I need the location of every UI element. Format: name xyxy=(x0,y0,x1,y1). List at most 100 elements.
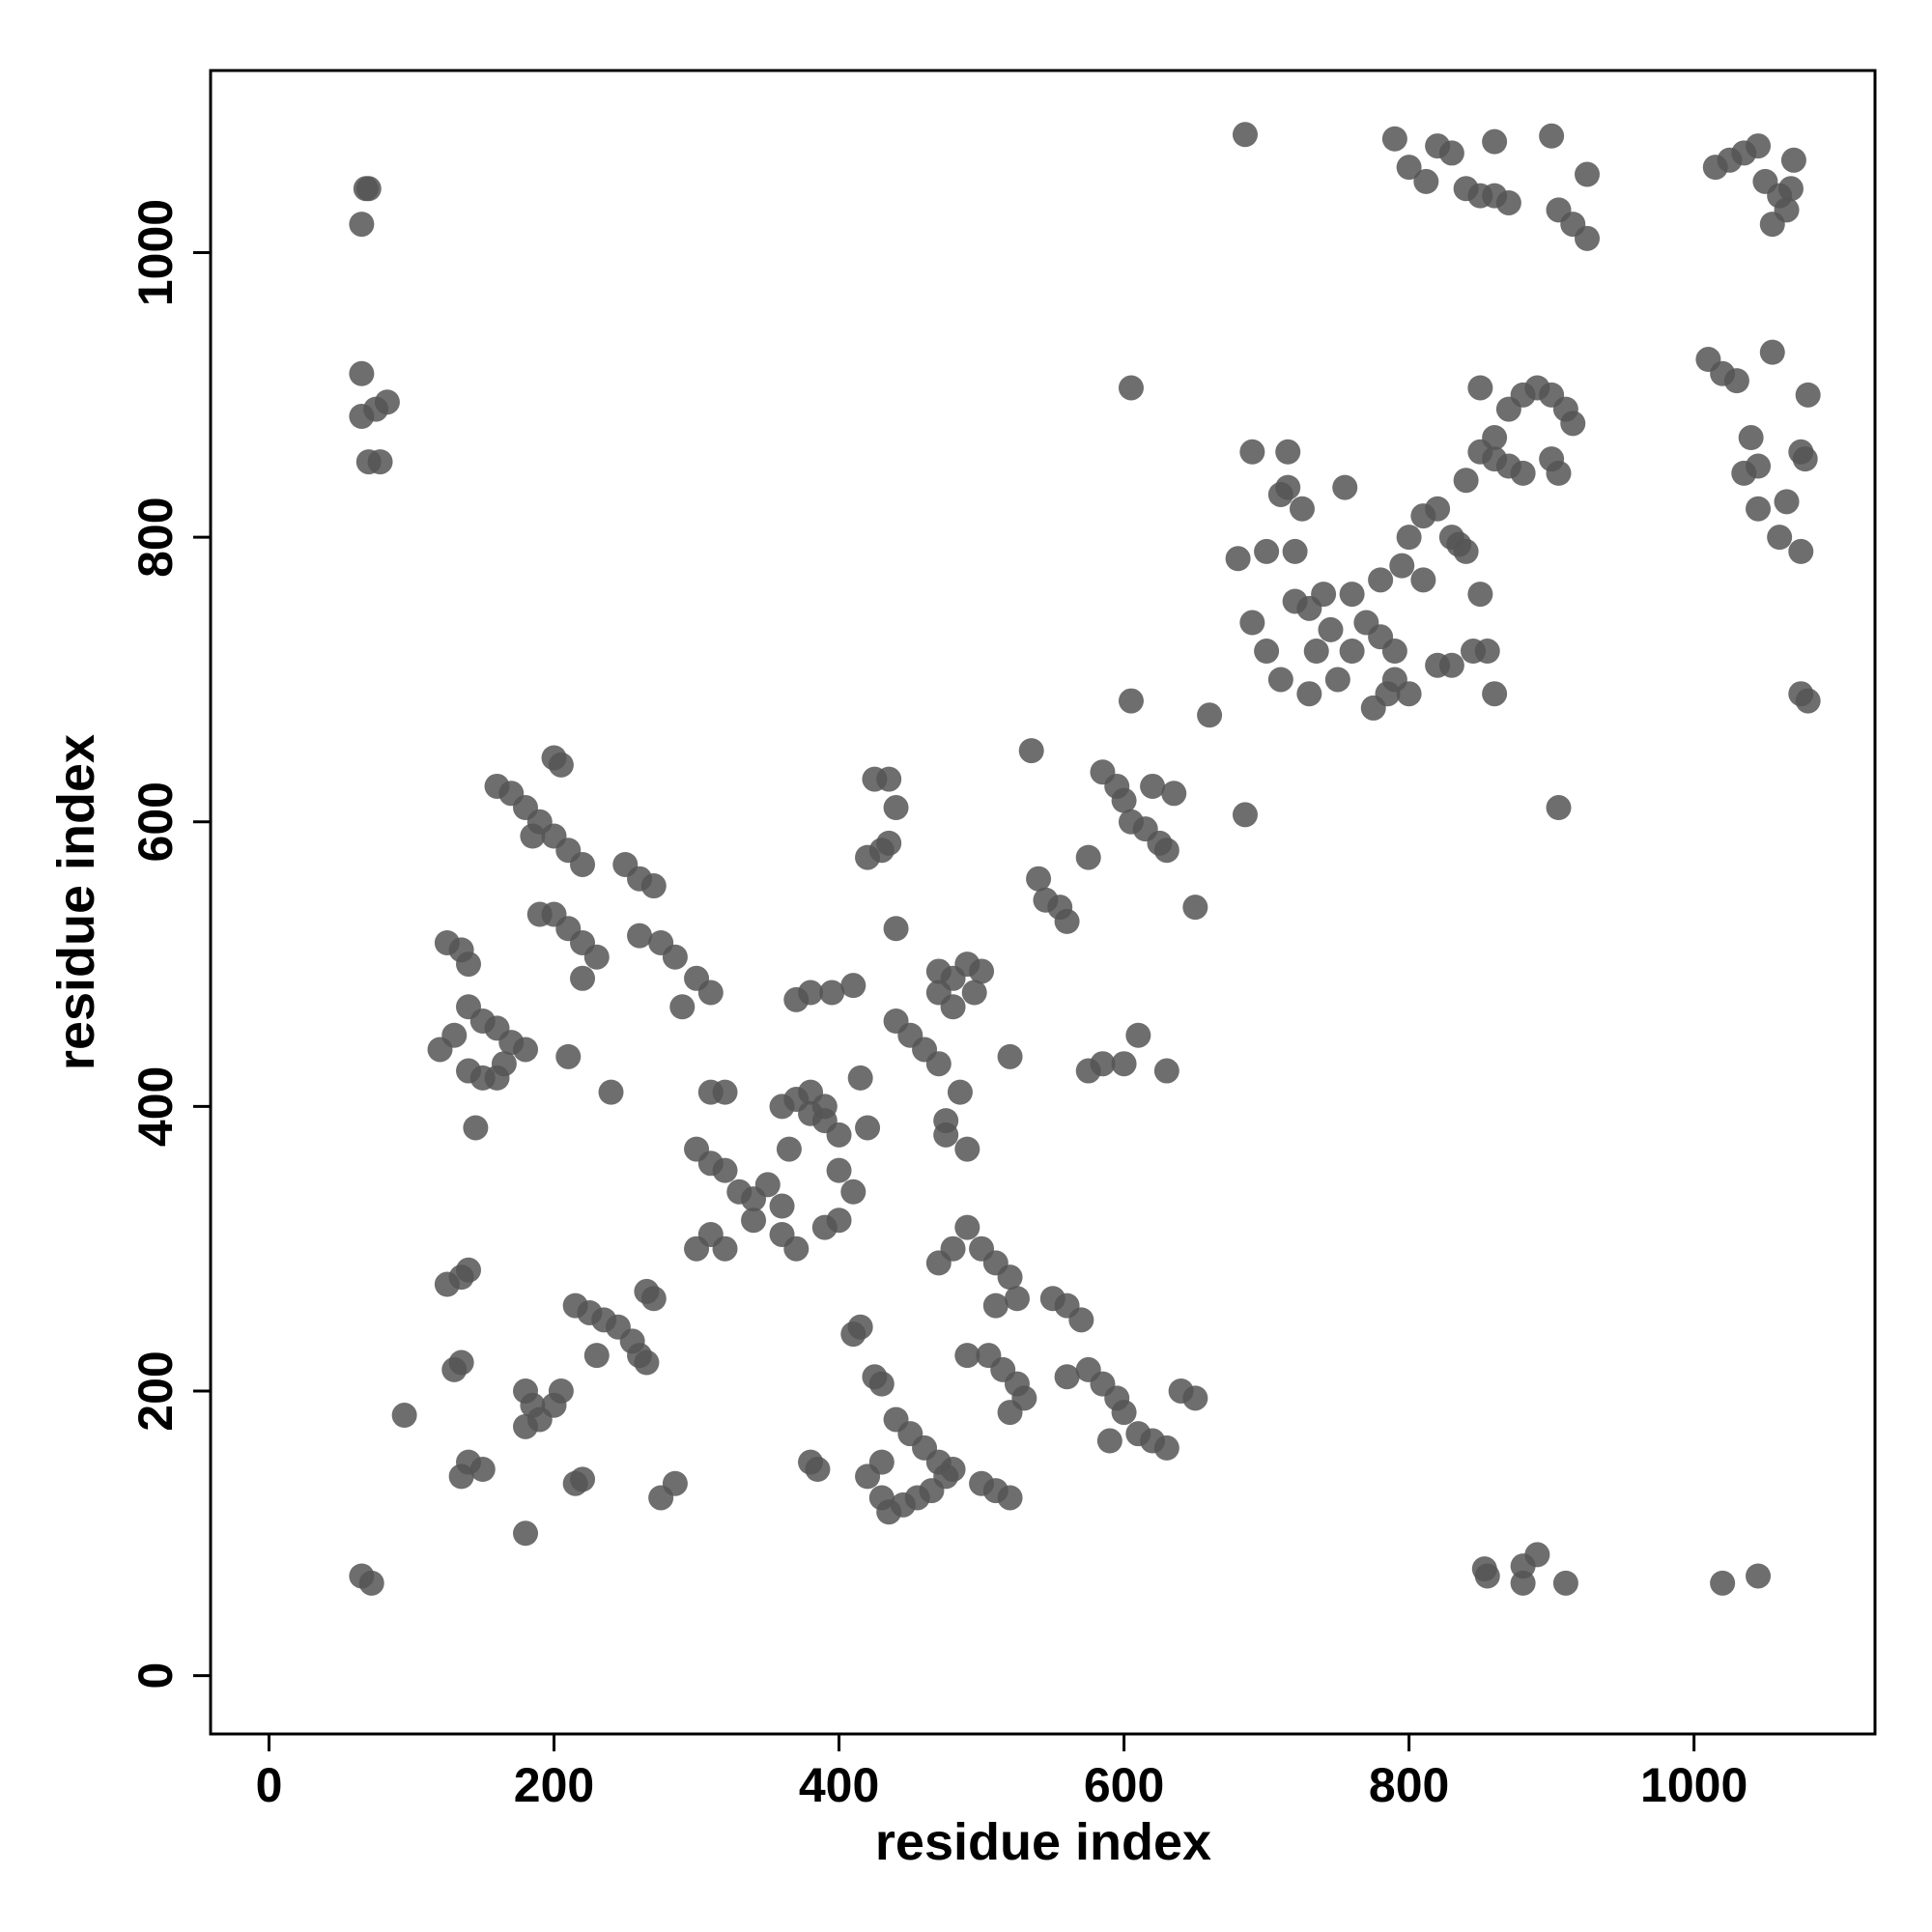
x-tick-label: 1000 xyxy=(1640,1758,1747,1812)
point xyxy=(1368,567,1394,593)
y-tick-label: 800 xyxy=(128,497,183,577)
y-tick-label: 600 xyxy=(128,781,183,862)
point xyxy=(1381,126,1407,152)
point xyxy=(997,1264,1023,1291)
point xyxy=(1425,496,1451,522)
point xyxy=(1324,667,1350,693)
point xyxy=(1054,1364,1080,1390)
point xyxy=(349,360,375,386)
point xyxy=(391,1403,417,1429)
point xyxy=(1296,681,1322,707)
point xyxy=(1575,225,1601,251)
point xyxy=(1026,866,1052,892)
y-tick-label: 0 xyxy=(128,1662,183,1690)
point xyxy=(876,766,902,792)
point xyxy=(982,1293,1009,1319)
point xyxy=(997,1485,1023,1511)
point xyxy=(1232,802,1258,828)
point xyxy=(640,1286,667,1312)
point xyxy=(598,1079,624,1105)
plot-frame xyxy=(209,69,1877,1736)
point xyxy=(627,923,653,949)
point xyxy=(570,1466,596,1492)
point xyxy=(1339,582,1365,608)
point xyxy=(1068,1307,1094,1333)
point xyxy=(776,1136,802,1162)
point xyxy=(548,752,574,778)
point xyxy=(662,944,688,970)
point xyxy=(1482,446,1508,472)
point xyxy=(1474,639,1500,665)
point xyxy=(1090,1051,1116,1077)
point xyxy=(954,1343,980,1369)
point xyxy=(1738,425,1764,451)
point xyxy=(1510,460,1536,486)
point xyxy=(1474,1563,1500,1589)
point xyxy=(1282,588,1308,614)
point xyxy=(1396,525,1422,551)
point xyxy=(1731,460,1757,486)
point xyxy=(358,1570,384,1596)
point xyxy=(769,1221,795,1247)
point xyxy=(662,1470,688,1496)
point xyxy=(1254,639,1280,665)
point xyxy=(555,1043,582,1069)
point xyxy=(463,1115,489,1141)
point xyxy=(1746,133,1772,159)
point xyxy=(1111,1400,1137,1426)
point xyxy=(1018,738,1044,764)
point xyxy=(491,1051,517,1077)
point xyxy=(1153,1435,1179,1461)
point xyxy=(1125,1022,1151,1048)
point xyxy=(1777,176,1804,202)
point xyxy=(1510,1570,1536,1596)
point xyxy=(1539,123,1565,149)
point xyxy=(1118,688,1144,714)
point xyxy=(456,952,482,978)
x-tick-label: 800 xyxy=(1369,1758,1449,1812)
point xyxy=(548,1378,574,1404)
point xyxy=(1438,140,1464,166)
point xyxy=(1360,695,1386,721)
point xyxy=(868,1371,895,1397)
point xyxy=(840,1179,867,1205)
point xyxy=(1759,339,1785,365)
point xyxy=(1396,155,1422,181)
point xyxy=(1792,446,1818,472)
point xyxy=(1780,147,1806,173)
point xyxy=(1482,128,1508,155)
point xyxy=(876,830,902,856)
x-tick-label: 200 xyxy=(514,1758,594,1812)
point xyxy=(1546,795,1572,821)
point xyxy=(1054,908,1080,934)
point xyxy=(1282,538,1308,564)
point xyxy=(570,851,596,877)
point xyxy=(1232,122,1258,148)
point xyxy=(1118,375,1144,401)
point xyxy=(1467,375,1493,401)
point xyxy=(1767,525,1793,551)
point xyxy=(1413,168,1439,194)
point xyxy=(826,1122,852,1148)
point xyxy=(961,980,987,1006)
point xyxy=(1339,639,1365,665)
point xyxy=(1575,161,1601,187)
point xyxy=(367,449,393,475)
x-tick-label: 0 xyxy=(256,1758,283,1812)
point xyxy=(954,1136,980,1162)
point xyxy=(947,1079,973,1105)
point xyxy=(1710,1570,1736,1596)
point xyxy=(1438,652,1464,678)
point xyxy=(684,1236,710,1262)
point xyxy=(826,1157,852,1183)
point xyxy=(374,389,400,415)
point xyxy=(1239,610,1265,636)
point xyxy=(1197,702,1223,728)
point xyxy=(712,1079,738,1105)
point xyxy=(1239,439,1265,465)
point xyxy=(1075,844,1101,870)
point xyxy=(1153,1058,1179,1084)
point xyxy=(441,1356,468,1382)
point xyxy=(1453,468,1479,494)
